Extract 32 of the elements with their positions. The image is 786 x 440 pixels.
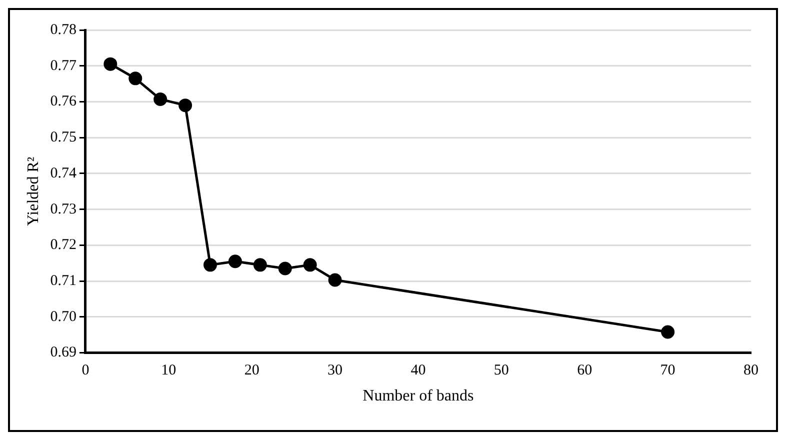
x-tick-label: 20 xyxy=(244,362,260,379)
point xyxy=(303,258,317,272)
point xyxy=(154,92,168,106)
y-tick-label: 0.71 xyxy=(50,273,76,290)
y-tick-label: 0.73 xyxy=(50,201,76,218)
x-tick-label: 30 xyxy=(328,362,343,379)
point xyxy=(203,258,217,272)
y-tick-label: 0.75 xyxy=(50,130,76,146)
point xyxy=(228,254,242,268)
x-tick-label: 50 xyxy=(494,362,509,379)
y-tick-label: 0.69 xyxy=(50,344,76,361)
point xyxy=(178,98,192,112)
x-tick-label: 60 xyxy=(577,362,592,379)
y-tick-label: 0.77 xyxy=(50,58,77,74)
x-tick-label: 40 xyxy=(410,362,426,379)
y-tick-label: 0.76 xyxy=(50,94,77,110)
y-tick-label: 0.70 xyxy=(50,308,76,325)
point xyxy=(253,258,267,272)
y-axis-title: Yielded R² xyxy=(24,156,42,226)
point xyxy=(278,262,292,276)
point xyxy=(128,72,142,86)
point xyxy=(104,57,118,71)
point xyxy=(328,273,342,287)
y-tick-label: 0.74 xyxy=(50,165,77,182)
point xyxy=(661,325,675,339)
x-tick-label: 0 xyxy=(82,362,90,379)
x-axis-title: Number of bands xyxy=(362,388,474,405)
y-tick-label: 0.72 xyxy=(50,237,76,254)
y-tick-label: 0.78 xyxy=(50,22,76,38)
x-tick-label: 10 xyxy=(161,362,176,379)
x-tick-label: 80 xyxy=(744,362,758,379)
x-tick-label: 70 xyxy=(660,362,676,379)
